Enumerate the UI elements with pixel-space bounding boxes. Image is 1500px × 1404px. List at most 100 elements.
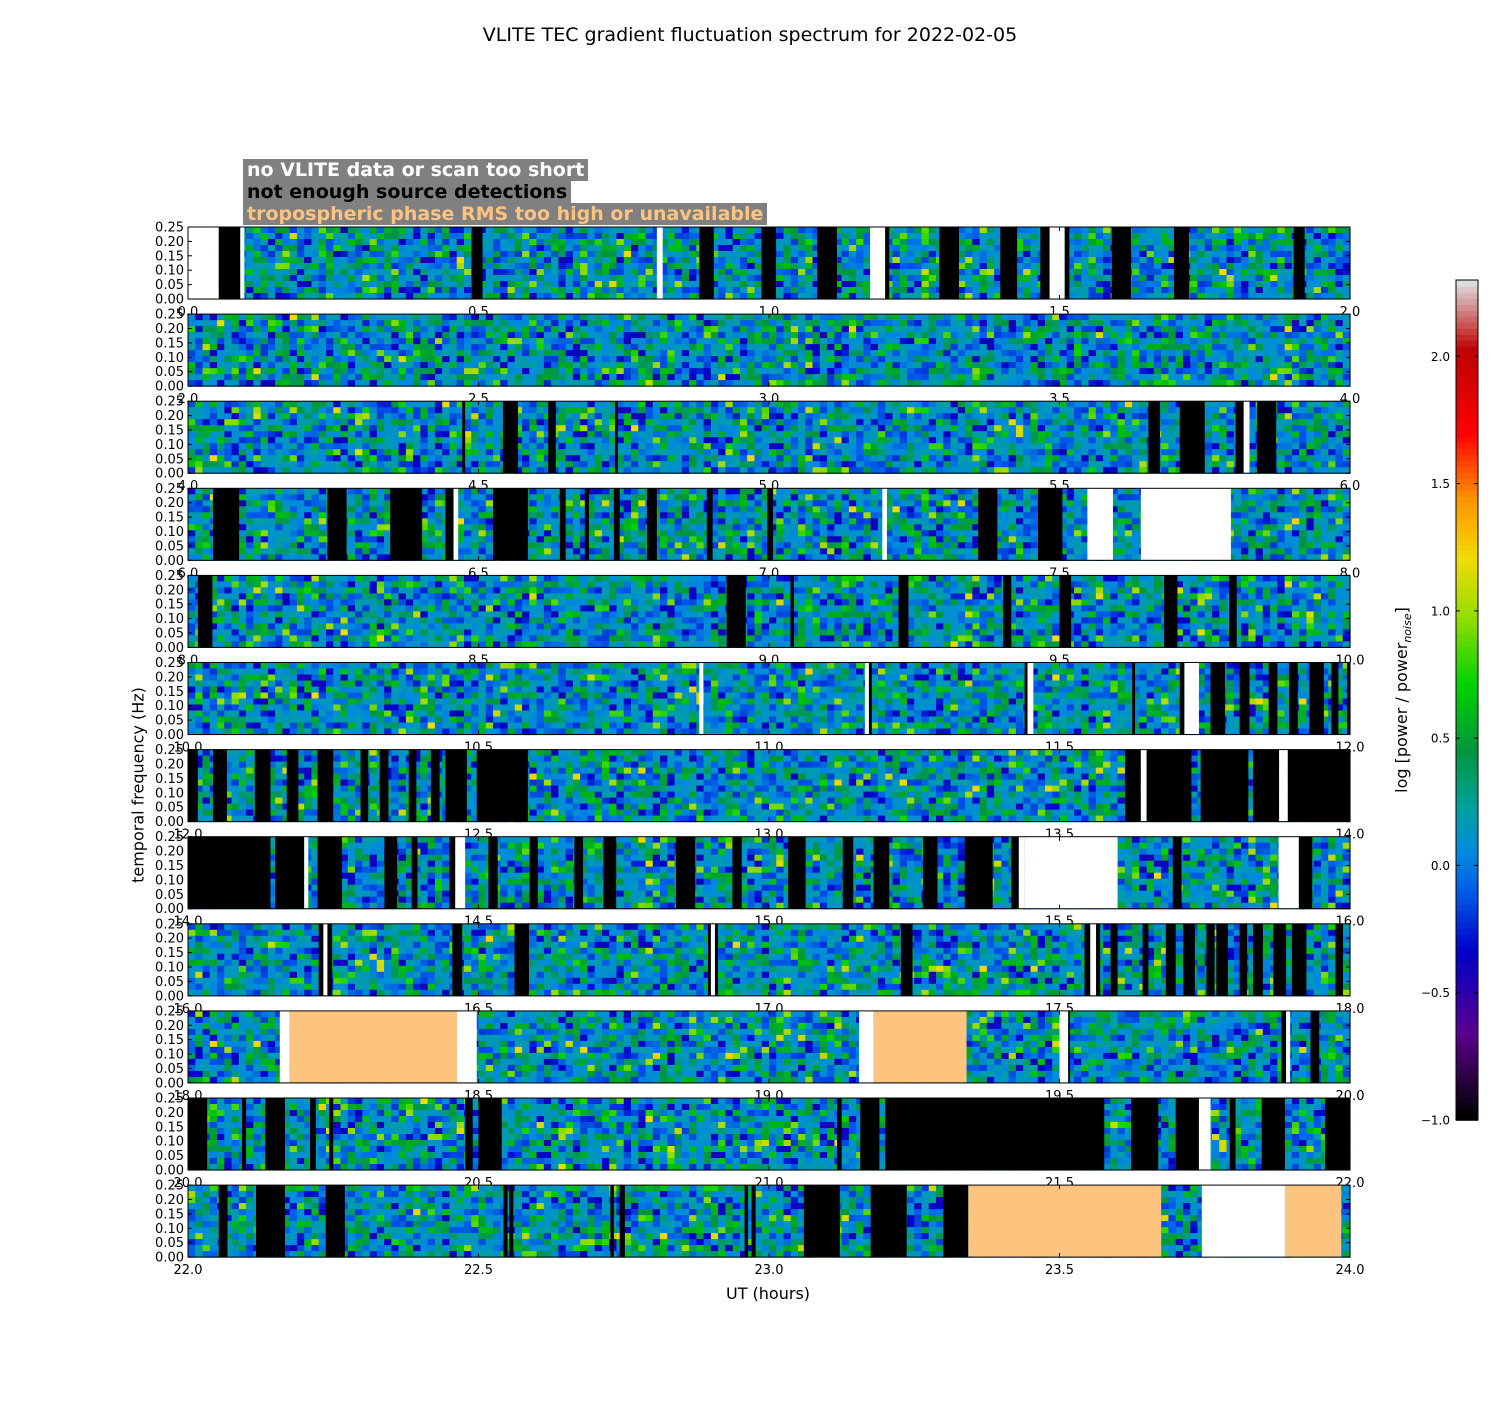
heatmap-cell — [1103, 350, 1111, 357]
heatmap-cell — [282, 239, 290, 246]
heatmap-cell — [784, 233, 792, 240]
heatmap-cell — [246, 449, 254, 456]
heatmap-cell — [362, 245, 370, 252]
heatmap-cell — [326, 287, 334, 294]
heatmap-cell — [1132, 326, 1140, 333]
heatmap-cell — [972, 251, 980, 258]
heatmap-cell — [1343, 350, 1351, 357]
heatmap-cell — [798, 413, 806, 420]
heatmap-cell — [304, 320, 312, 327]
heatmap-cell — [1277, 263, 1285, 270]
heatmap-cell — [1060, 314, 1068, 321]
heatmap-cell — [246, 344, 254, 351]
heatmap-cell — [253, 413, 261, 420]
heatmap-cell — [653, 455, 661, 462]
heatmap-cell — [246, 431, 254, 438]
heatmap-cell — [638, 413, 646, 420]
heatmap-cell — [609, 314, 617, 321]
heatmap-cell — [624, 425, 632, 432]
heatmap-cell — [413, 239, 421, 246]
heatmap-cell — [384, 320, 392, 327]
heatmap-cell — [1103, 338, 1111, 345]
heatmap-cell — [1118, 344, 1126, 351]
heatmap-cell — [377, 314, 385, 321]
heatmap-cell — [275, 374, 283, 381]
heatmap-cell — [370, 263, 378, 270]
heatmap-cell — [624, 401, 632, 408]
heatmap-cell — [675, 443, 683, 450]
heatmap-cell — [689, 437, 697, 444]
heatmap-cell — [762, 413, 770, 420]
heatmap-cell — [544, 314, 552, 321]
heatmap-cell — [1052, 368, 1060, 375]
heatmap-cell — [769, 461, 777, 468]
heatmap-cell — [413, 356, 421, 363]
heatmap-cell — [566, 461, 574, 468]
heatmap-cell — [1219, 263, 1227, 270]
heatmap-cell — [929, 320, 937, 327]
heatmap-cell — [980, 287, 988, 294]
heatmap-cell — [1139, 338, 1147, 345]
heatmap-cell — [399, 332, 407, 339]
heatmap-cell — [856, 320, 864, 327]
heatmap-cell — [188, 407, 196, 414]
heatmap-cell — [558, 338, 566, 345]
heatmap-cell — [370, 257, 378, 264]
heatmap-cell — [1263, 233, 1271, 240]
heatmap-cell — [428, 263, 436, 270]
heatmap-cell — [326, 356, 334, 363]
heatmap-cell — [1321, 251, 1329, 258]
heatmap-cell — [827, 374, 835, 381]
heatmap-cell — [798, 455, 806, 462]
heatmap-cell — [689, 431, 697, 438]
heatmap-cell — [907, 245, 915, 252]
heatmap-cell — [399, 245, 407, 252]
heatmap-cell — [275, 263, 283, 270]
heatmap-cell — [646, 374, 654, 381]
heatmap-cell — [740, 368, 748, 375]
heatmap-cell — [435, 437, 443, 444]
heatmap-cell — [1132, 275, 1140, 282]
heatmap-cell — [1227, 320, 1235, 327]
heatmap-cell — [377, 407, 385, 414]
heatmap-cell — [980, 227, 988, 234]
heatmap-cell — [675, 344, 683, 351]
heatmap-cell — [217, 332, 225, 339]
heatmap-cell — [754, 326, 762, 333]
heatmap-cell — [1052, 344, 1060, 351]
heatmap-cell — [558, 281, 566, 288]
heatmap-cell — [616, 281, 624, 288]
heatmap-cell — [1161, 263, 1169, 270]
heatmap-cell — [711, 401, 719, 408]
heatmap-cell — [529, 407, 537, 414]
heatmap-cell — [1147, 281, 1155, 288]
heatmap-cell — [784, 368, 792, 375]
heatmap-cell — [370, 350, 378, 357]
heatmap-cell — [798, 443, 806, 450]
heatmap-cell — [711, 350, 719, 357]
y-tick-label: 0.15 — [155, 336, 184, 351]
heatmap-cell — [268, 419, 276, 426]
heatmap-cell — [1343, 314, 1351, 321]
heatmap-cell — [1248, 269, 1256, 276]
heatmap-cell — [268, 233, 276, 240]
heatmap-cell — [1248, 275, 1256, 282]
heatmap-cell — [217, 461, 225, 468]
heatmap-cell — [195, 314, 203, 321]
heatmap-cell — [1125, 362, 1133, 369]
heatmap-cell — [529, 431, 537, 438]
heatmap-cell — [246, 275, 254, 282]
heatmap-cell — [1248, 332, 1256, 339]
heatmap-cell — [493, 332, 501, 339]
heatmap-cell — [391, 350, 399, 357]
heatmap-cell — [1081, 368, 1089, 375]
heatmap-cell — [1023, 332, 1031, 339]
heatmap-cell — [987, 344, 995, 351]
heatmap-cell — [580, 443, 588, 450]
heatmap-cell — [892, 350, 900, 357]
heatmap-cell — [500, 275, 508, 282]
heatmap-cell — [399, 419, 407, 426]
heatmap-cell — [696, 356, 704, 363]
heatmap-cell — [442, 263, 450, 270]
heatmap-cell — [1023, 275, 1031, 282]
